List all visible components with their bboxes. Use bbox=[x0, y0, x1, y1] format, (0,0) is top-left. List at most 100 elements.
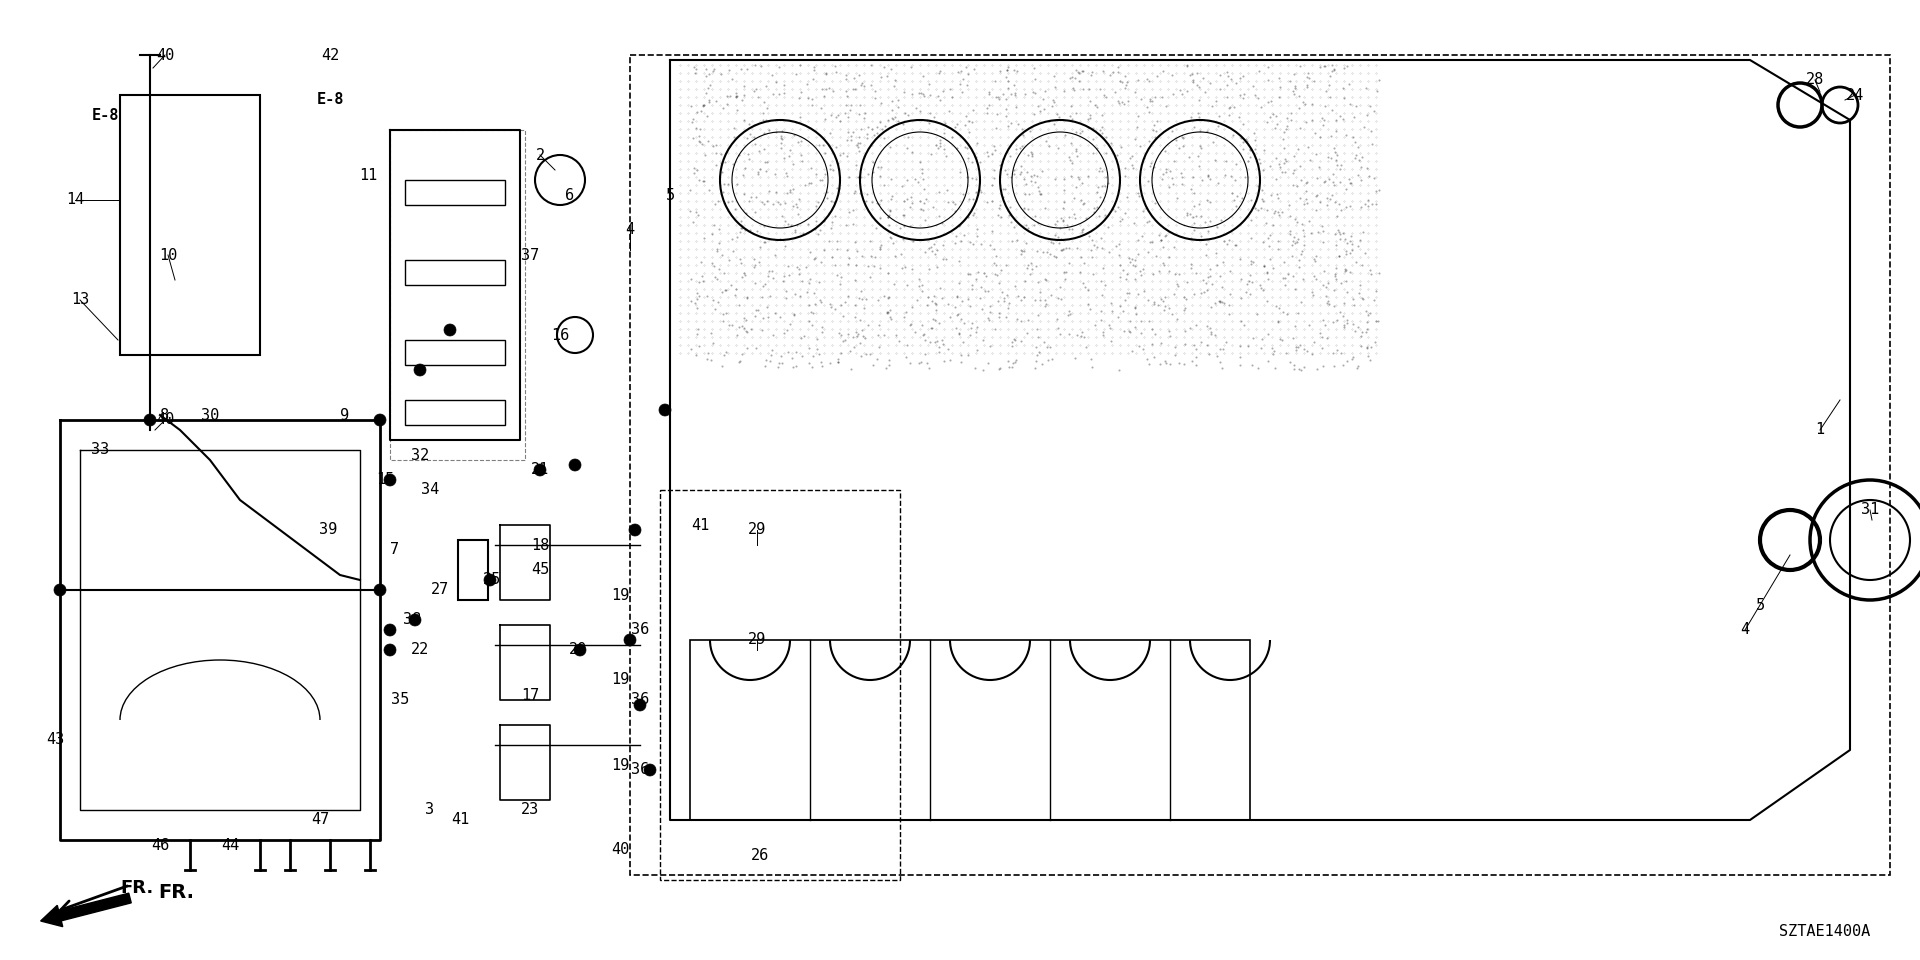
Point bbox=[1081, 199, 1112, 214]
Point bbox=[998, 320, 1029, 335]
Point bbox=[912, 71, 943, 86]
Point bbox=[1104, 171, 1135, 186]
Point bbox=[835, 89, 866, 105]
Point bbox=[968, 186, 998, 202]
Point bbox=[730, 63, 760, 79]
Point bbox=[803, 292, 833, 307]
Point bbox=[837, 134, 868, 150]
Point bbox=[845, 60, 876, 76]
Point bbox=[1094, 81, 1125, 96]
Point bbox=[1236, 103, 1267, 118]
Point bbox=[1225, 327, 1256, 343]
Point bbox=[833, 285, 864, 300]
Point bbox=[747, 283, 778, 299]
Point bbox=[1342, 60, 1373, 76]
Point bbox=[1064, 134, 1094, 150]
Point bbox=[1336, 174, 1367, 189]
Point bbox=[1223, 134, 1254, 150]
Point bbox=[1119, 206, 1150, 222]
Point bbox=[797, 265, 828, 280]
Point bbox=[1302, 60, 1332, 76]
Point bbox=[730, 99, 760, 114]
Point bbox=[1329, 81, 1359, 96]
Text: 28: 28 bbox=[1807, 73, 1824, 87]
Point bbox=[1246, 231, 1277, 247]
Point bbox=[958, 317, 989, 332]
Point bbox=[1010, 230, 1041, 246]
Point bbox=[948, 295, 979, 310]
Point bbox=[847, 68, 877, 84]
Point bbox=[856, 79, 887, 94]
Point bbox=[691, 351, 722, 367]
Point bbox=[1002, 356, 1033, 372]
Point bbox=[1079, 174, 1110, 189]
Point bbox=[1329, 132, 1359, 147]
Point bbox=[755, 68, 785, 84]
Point bbox=[1114, 330, 1144, 346]
Point bbox=[716, 123, 747, 138]
Text: 5: 5 bbox=[1755, 597, 1764, 612]
Point bbox=[1127, 231, 1158, 247]
Point bbox=[722, 304, 753, 320]
Point bbox=[998, 215, 1029, 230]
Point bbox=[1052, 104, 1083, 119]
Point bbox=[977, 111, 1008, 127]
Point bbox=[674, 169, 705, 184]
Point bbox=[952, 166, 983, 181]
Point bbox=[1012, 146, 1043, 161]
Point bbox=[1021, 245, 1052, 260]
Point bbox=[962, 175, 993, 190]
Point bbox=[904, 289, 935, 304]
Point bbox=[868, 300, 899, 316]
Point bbox=[751, 358, 781, 373]
Point bbox=[733, 207, 764, 223]
Point bbox=[987, 117, 1018, 132]
Point bbox=[1029, 317, 1060, 332]
Point bbox=[1331, 280, 1361, 296]
Point bbox=[1012, 323, 1043, 338]
Point bbox=[722, 226, 753, 241]
Point bbox=[1071, 326, 1102, 342]
Point bbox=[1043, 153, 1073, 168]
Point bbox=[860, 121, 891, 136]
Point bbox=[1277, 319, 1308, 334]
Point bbox=[916, 318, 947, 333]
Point bbox=[985, 237, 1016, 252]
Point bbox=[1334, 266, 1365, 281]
Point bbox=[1052, 128, 1083, 143]
Point bbox=[680, 122, 710, 137]
Point bbox=[1300, 106, 1331, 121]
Point bbox=[862, 84, 893, 99]
Point bbox=[1181, 236, 1212, 252]
Point bbox=[1102, 310, 1133, 325]
Point bbox=[1217, 293, 1248, 308]
Point bbox=[970, 165, 1000, 180]
Point bbox=[950, 350, 981, 366]
Point bbox=[1079, 263, 1110, 278]
Point bbox=[716, 288, 747, 303]
Point bbox=[885, 105, 916, 120]
Point bbox=[877, 342, 908, 357]
Point bbox=[1014, 141, 1044, 156]
Point bbox=[760, 250, 791, 265]
Point bbox=[1267, 220, 1298, 235]
Point bbox=[1227, 317, 1258, 332]
Point bbox=[739, 133, 770, 149]
Point bbox=[1288, 168, 1319, 183]
Point bbox=[1250, 294, 1281, 309]
Point bbox=[793, 135, 824, 151]
Point bbox=[948, 246, 979, 261]
Point bbox=[902, 282, 933, 298]
Point bbox=[1039, 198, 1069, 213]
Point bbox=[1018, 343, 1048, 358]
Point bbox=[710, 185, 741, 201]
Bar bbox=[405, 340, 505, 365]
Point bbox=[781, 222, 812, 237]
Point bbox=[1298, 73, 1329, 88]
Point bbox=[1098, 302, 1129, 318]
Point bbox=[843, 155, 874, 170]
Point bbox=[1069, 206, 1100, 222]
Point bbox=[849, 355, 879, 371]
Point bbox=[935, 136, 966, 152]
Point bbox=[851, 68, 881, 84]
